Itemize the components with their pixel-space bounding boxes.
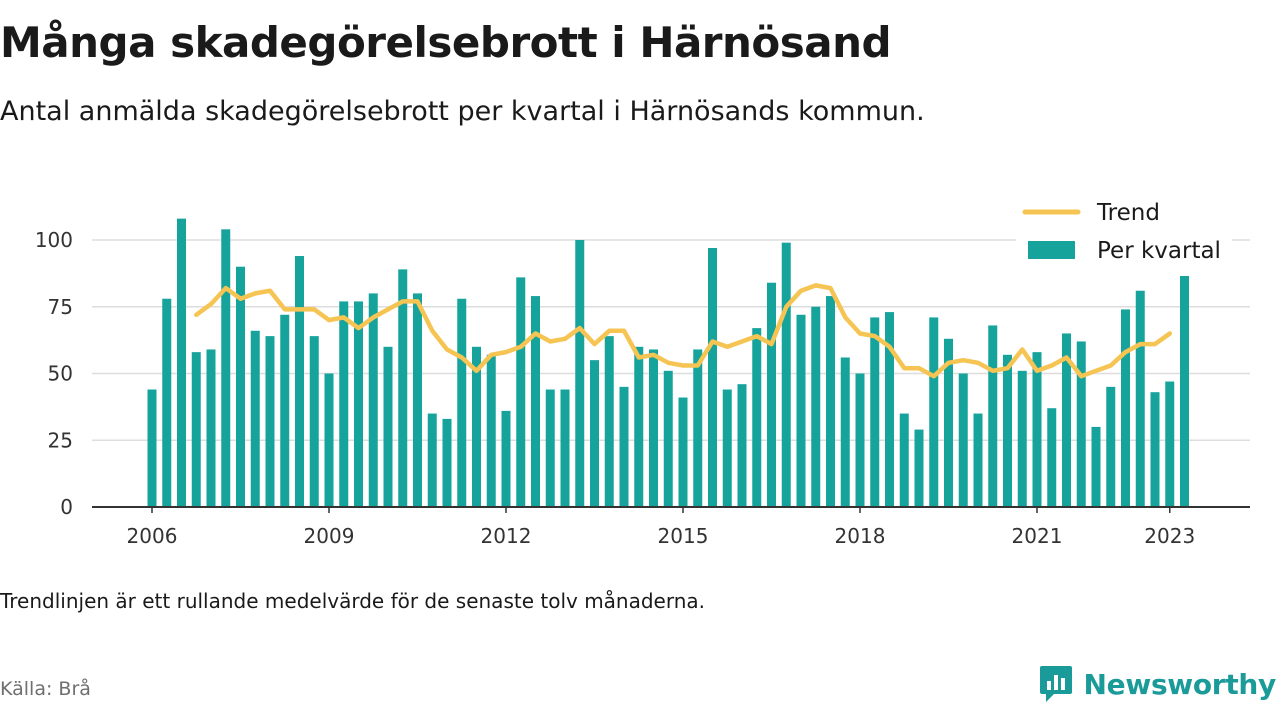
bar [427, 413, 437, 507]
bar [781, 242, 791, 508]
bar [752, 328, 762, 507]
bar [811, 306, 821, 507]
bar [339, 301, 349, 507]
bar [1121, 309, 1130, 507]
legend: Trend Per kvartal [1016, 196, 1232, 276]
source-label: Källa: Brå [0, 678, 91, 700]
bar [236, 266, 245, 507]
bar [988, 325, 998, 507]
bar [1062, 333, 1071, 507]
bar [678, 397, 688, 507]
bar [486, 354, 496, 507]
trend-note: Trendlinjen är ett rullande medelvärde f… [0, 589, 706, 613]
x-tick-label: 2006 [127, 524, 178, 548]
bar [914, 429, 924, 507]
x-tick-label: 2015 [658, 524, 709, 548]
x-tick-label: 2012 [481, 524, 532, 548]
x-tick-label: 2021 [1012, 524, 1063, 548]
bar [619, 386, 629, 507]
bar [324, 373, 334, 507]
bar [826, 296, 835, 507]
bar [560, 389, 570, 507]
chart-subtitle: Antal anmälda skadegörelsebrott per kvar… [0, 96, 925, 127]
legend-swatch-bars [1028, 241, 1075, 259]
bar [1091, 426, 1101, 507]
bar [1047, 408, 1057, 507]
bar [1032, 352, 1042, 507]
bar [309, 336, 319, 507]
bar [1150, 392, 1160, 507]
legend-label-trend: Trend [1096, 200, 1160, 226]
bar [737, 384, 747, 507]
bar [855, 373, 865, 507]
bar [221, 229, 231, 507]
bar [457, 298, 467, 507]
x-tick-label: 2018 [835, 524, 886, 548]
bar [929, 317, 939, 507]
bar [870, 317, 880, 507]
bar [944, 338, 953, 507]
chart-title: Många skadegörelsebrott i Härnösand [0, 18, 892, 67]
bar [590, 360, 599, 507]
legend-label-bars: Per kvartal [1097, 238, 1221, 264]
legend-background [1016, 196, 1232, 276]
bar [649, 349, 658, 507]
bar [250, 330, 260, 507]
bar [604, 336, 614, 507]
bar [708, 248, 717, 507]
bar [634, 346, 644, 507]
bar [1165, 381, 1175, 507]
bar [265, 336, 275, 507]
bar [398, 269, 408, 507]
bar [354, 301, 363, 507]
bar [663, 370, 673, 507]
bar [840, 357, 850, 507]
bar [147, 389, 157, 507]
bar [206, 349, 216, 507]
bar [767, 282, 776, 507]
bar [191, 352, 201, 507]
bar [973, 413, 983, 507]
bar [722, 389, 732, 507]
bar [442, 418, 452, 507]
bar [545, 389, 555, 507]
bar [501, 410, 511, 507]
bar [368, 293, 378, 507]
bar [413, 293, 422, 507]
bar [693, 349, 703, 507]
bar [1135, 290, 1145, 507]
chart-svg: 0 25 50 75 100 2006 2009 2012 2015 2018 2021 2023 Tr… [35, 196, 1250, 548]
bar [1017, 370, 1027, 507]
bar [162, 298, 172, 507]
y-tick-label: 75 [48, 295, 73, 319]
bar [1003, 354, 1012, 507]
bar [280, 314, 290, 507]
bar [295, 256, 304, 507]
bar [1180, 274, 1189, 507]
y-tick-label: 100 [35, 228, 73, 252]
bar [516, 277, 526, 507]
bar [177, 218, 186, 507]
y-tick-label: 25 [48, 428, 73, 452]
y-tick-label: 0 [60, 495, 73, 519]
bar [383, 346, 393, 507]
bar [472, 346, 481, 507]
bar [1106, 386, 1116, 507]
x-tick-label: 2009 [304, 524, 355, 548]
x-tick-label: 2023 [1144, 524, 1195, 548]
bar [796, 314, 806, 507]
y-tick-label: 50 [48, 362, 73, 386]
bar [1076, 341, 1086, 507]
bar [885, 312, 894, 507]
bar [958, 373, 968, 507]
bar [531, 296, 540, 507]
brand-logo: Newsworthy [1038, 664, 1276, 704]
brand-name: Newsworthy [1083, 667, 1277, 701]
newsworthy-logo-icon [1039, 666, 1072, 702]
trend-line [194, 283, 1173, 379]
bar [899, 413, 909, 507]
bar [575, 240, 585, 507]
